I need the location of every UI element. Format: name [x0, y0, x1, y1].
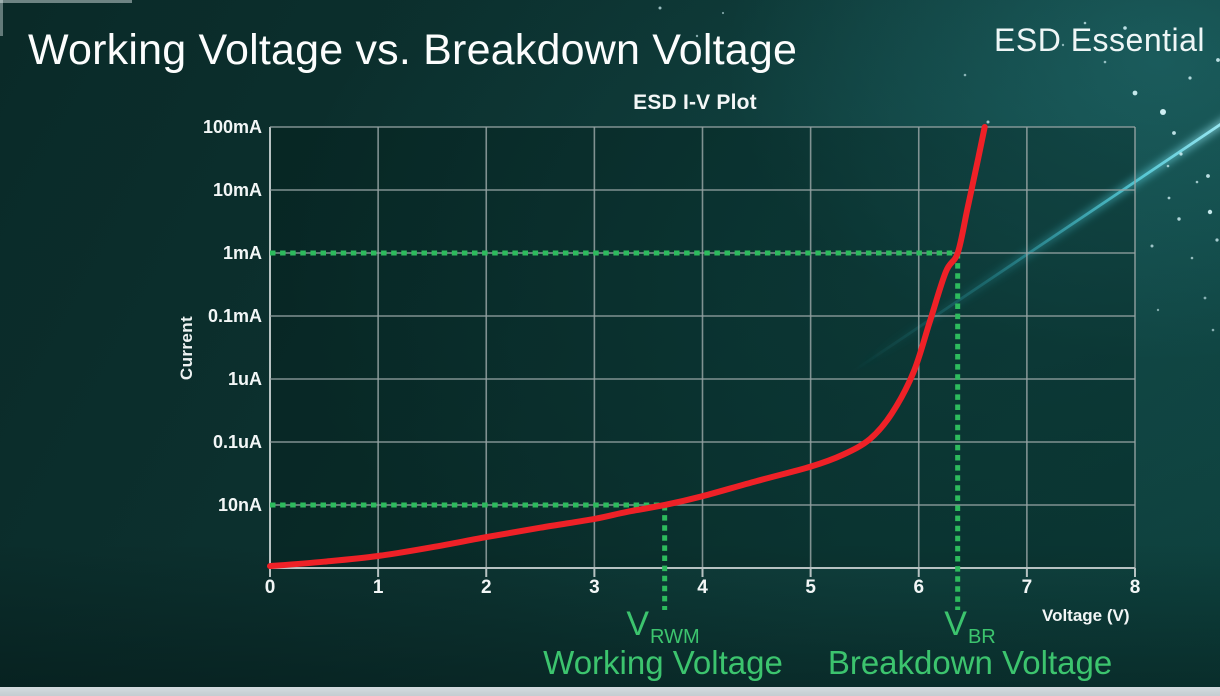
sparkle-dot [1123, 26, 1127, 30]
vrwm-symbol: VRWM [603, 605, 723, 648]
frame-edge-artifact [0, 0, 3, 36]
sparkle-dot [1167, 196, 1171, 200]
sparkle-dot [1177, 217, 1181, 221]
vbr-symbol: VBR [910, 605, 1030, 648]
sparkle-dot [721, 11, 725, 15]
iv-curve [267, 124, 988, 570]
brand-text: ESD Essential [994, 22, 1206, 58]
sparkle-dot [1083, 21, 1087, 25]
video-progress-bar [0, 687, 1220, 696]
sparkle-dot [1206, 174, 1210, 178]
sparkle-dot [1207, 209, 1213, 215]
sparkle-dot [1150, 244, 1154, 248]
sparkle-dot [1195, 180, 1199, 184]
sparkle-dot [1156, 308, 1160, 312]
vbr-subscript: BR [967, 626, 996, 648]
sparkle-dot [1172, 131, 1176, 135]
breakdown-voltage-caption: Breakdown Voltage [827, 644, 1113, 681]
y-tick-label: 100mA [202, 117, 262, 137]
x-tick-label: 0 [264, 577, 276, 598]
x-tick-label: 4 [697, 577, 708, 598]
sparkle-dot [1216, 58, 1220, 62]
y-tick-label: 0.1uA [212, 432, 262, 452]
sparkle-dot [1215, 238, 1219, 242]
sparkle-dot [1190, 256, 1194, 260]
sparkle-dot [1211, 328, 1215, 332]
sparkle-dot [1061, 43, 1065, 47]
sparkle-dot [1103, 60, 1107, 64]
sparkle-dot [1166, 164, 1170, 168]
vbr-v: V [944, 605, 967, 643]
vrwm-v: V [626, 605, 650, 643]
sparkle-dot [1203, 296, 1207, 300]
sparkle-dot [658, 6, 662, 10]
frame-edge-artifact [0, 0, 132, 3]
x-tick-label: 6 [913, 577, 925, 598]
y-tick-label: 10nA [217, 495, 262, 515]
sparkle-dot [1179, 152, 1183, 156]
sparkle-dot [963, 73, 967, 77]
x-tick-label: 5 [805, 577, 816, 598]
x-tick-label: 2 [480, 577, 492, 598]
x-tick-label: 1 [372, 577, 384, 598]
sparkle-dot [1188, 76, 1192, 80]
x-tick-label: 8 [1129, 577, 1141, 598]
y-tick-label: 10mA [212, 180, 262, 200]
vrwm-subscript: RWM [650, 626, 700, 648]
page-title: Working Voltage vs. Breakdown Voltage [28, 26, 798, 74]
light-beam [851, 123, 1220, 374]
x-tick-label: 3 [589, 577, 600, 598]
x-axis-title: Voltage (V) [1042, 606, 1130, 625]
sparkle-dot [695, 34, 699, 38]
x-tick-label: 7 [1021, 577, 1033, 598]
chart-title: ESD I-V Plot [633, 91, 757, 114]
working-voltage-caption: Working Voltage [543, 644, 783, 681]
y-tick-label: 1mA [222, 243, 262, 263]
y-tick-label: 1uA [227, 369, 262, 389]
y-tick-label: 0.1mA [207, 306, 262, 326]
sparkle-dot [1160, 109, 1166, 115]
sparkle-dot [1132, 90, 1138, 96]
sparkle-dot [986, 120, 990, 124]
